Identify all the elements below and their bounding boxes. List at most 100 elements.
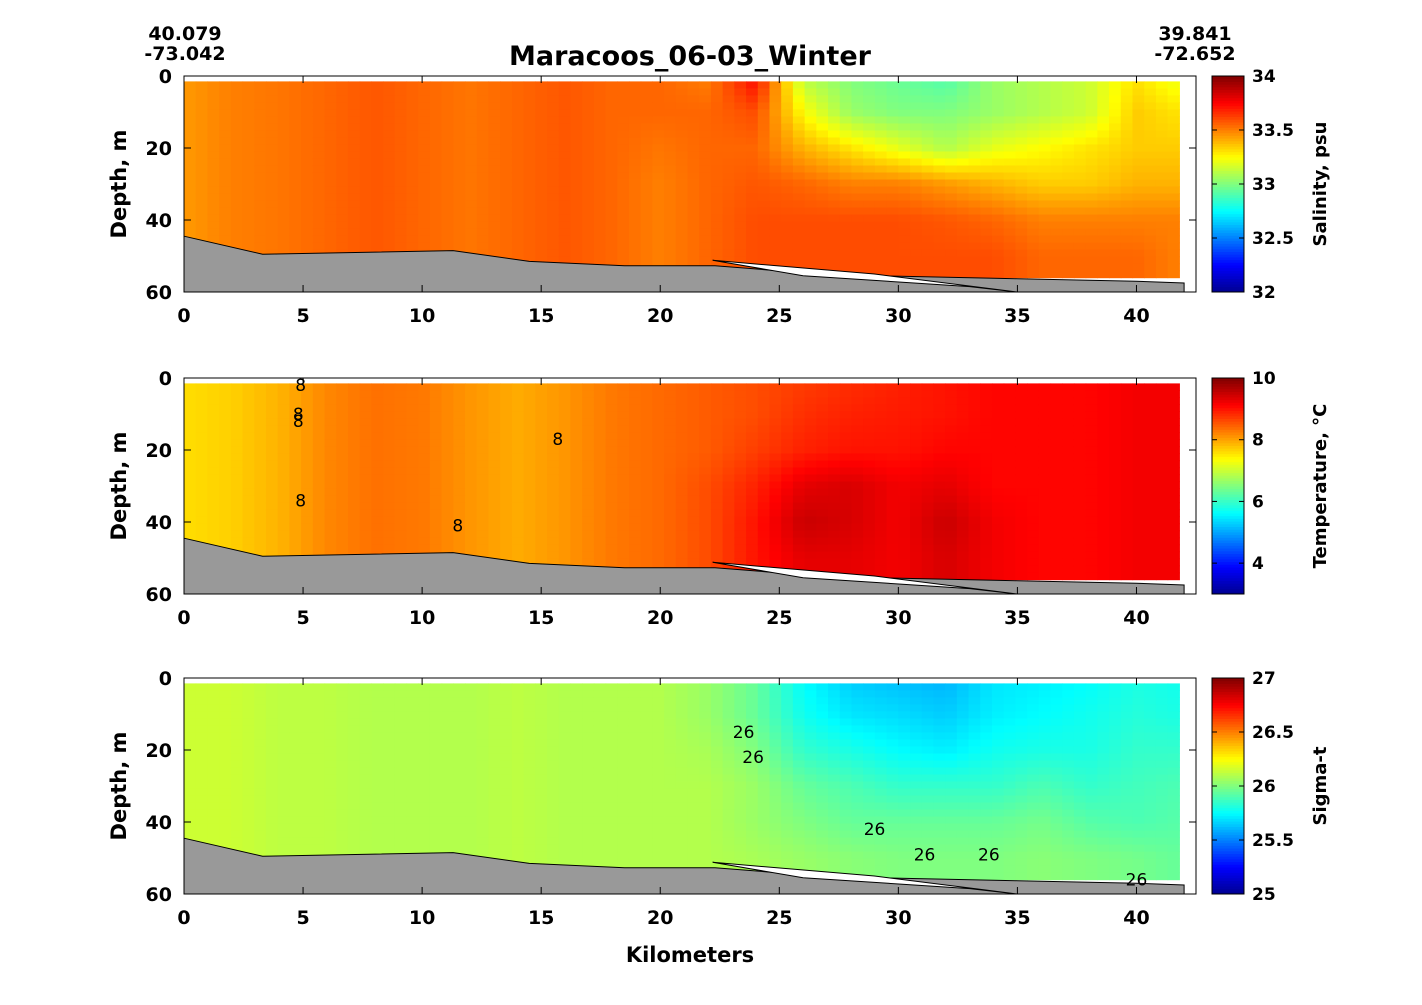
heatmap-cell (325, 123, 337, 131)
heatmap-cell (699, 208, 711, 216)
heatmap-cell (769, 250, 781, 258)
heatmap-cell (243, 496, 255, 504)
heatmap-cell (1132, 517, 1144, 525)
heatmap-cell (1097, 390, 1109, 398)
heatmap-cell (629, 496, 641, 504)
heatmap-cell (1168, 102, 1180, 110)
heatmap-cell (875, 88, 887, 96)
heatmap-cell (1062, 88, 1074, 96)
heatmap-cell (887, 432, 899, 440)
heatmap-cell (641, 467, 653, 475)
heatmap-cell (758, 257, 770, 265)
heatmap-cell (547, 531, 559, 539)
heatmap-cell (992, 439, 1004, 447)
heatmap-cell (805, 531, 817, 539)
heatmap-cell (1027, 208, 1039, 216)
heatmap-cell (430, 95, 442, 103)
heatmap-cell (828, 517, 840, 525)
heatmap-cell (1109, 439, 1121, 447)
heatmap-cell (840, 531, 852, 539)
heatmap-cell (1051, 439, 1063, 447)
heatmap-cell (196, 460, 208, 468)
heatmap-cell (1039, 524, 1051, 532)
heatmap-cell (418, 137, 430, 145)
heatmap-cell (453, 116, 465, 124)
heatmap-cell (828, 243, 840, 251)
heatmap-cell (360, 158, 372, 166)
heatmap-cell (336, 390, 348, 398)
heatmap-cell (711, 439, 723, 447)
heatmap-cell (699, 418, 711, 426)
heatmap-cell (699, 165, 711, 173)
heatmap-cell (758, 531, 770, 539)
heatmap-cell (910, 215, 922, 223)
heatmap-cell (231, 165, 243, 173)
heatmap-cell (582, 517, 594, 525)
heatmap-cell (524, 81, 536, 89)
heatmap-cell (1062, 559, 1074, 567)
heatmap-cell (734, 503, 746, 511)
heatmap-cell (688, 559, 700, 567)
heatmap-cell (1004, 194, 1016, 202)
heatmap-cell (1144, 559, 1156, 567)
heatmap-cell (1051, 496, 1063, 504)
heatmap-cell (1004, 390, 1016, 398)
heatmap-cell (828, 503, 840, 511)
heatmap-cell (371, 208, 383, 216)
heatmap-cell (828, 215, 840, 223)
heatmap-cell (1132, 130, 1144, 138)
heatmap-cell (512, 397, 524, 405)
heatmap-cell (254, 95, 266, 103)
heatmap-cell (945, 130, 957, 138)
heatmap-cell (371, 510, 383, 518)
heatmap-cell (488, 102, 500, 110)
heatmap-cell (676, 88, 688, 96)
heatmap-cell (442, 404, 454, 412)
heatmap-cell (922, 460, 934, 468)
heatmap-cell (734, 390, 746, 398)
heatmap-cell (301, 453, 313, 461)
heatmap-cell (395, 517, 407, 525)
heatmap-cell (711, 418, 723, 426)
heatmap-cell (922, 383, 934, 391)
heatmap-cell (816, 229, 828, 237)
heatmap-cell (711, 172, 723, 180)
heatmap-cell (969, 215, 981, 223)
heatmap-cell (676, 172, 688, 180)
heatmap-cell (840, 390, 852, 398)
heatmap-cell (184, 88, 196, 96)
heatmap-cell (828, 446, 840, 454)
heatmap-cell (957, 474, 969, 482)
heatmap-cell (828, 180, 840, 188)
heatmap-cell (207, 137, 219, 145)
heatmap-cell (957, 383, 969, 391)
heatmap-cell (488, 404, 500, 412)
heatmap-cell (840, 215, 852, 223)
heatmap-cell (559, 474, 571, 482)
heatmap-cell (945, 250, 957, 258)
heatmap-cell (1156, 404, 1168, 412)
heatmap-cell (266, 109, 278, 117)
heatmap-cell (254, 172, 266, 180)
heatmap-cell (910, 432, 922, 440)
heatmap-cell (371, 116, 383, 124)
heatmap-cell (1062, 503, 1074, 511)
x-tick-label: 40 (1123, 607, 1149, 629)
heatmap-cell (383, 496, 395, 504)
heatmap-cell (278, 201, 290, 209)
heatmap-cell (617, 215, 629, 223)
heatmap-cell (1132, 397, 1144, 405)
heatmap-cell (793, 243, 805, 251)
heatmap-cell (898, 411, 910, 419)
heatmap-cell (629, 439, 641, 447)
heatmap-cell (535, 425, 547, 433)
heatmap-cell (313, 510, 325, 518)
heatmap-cell (723, 446, 735, 454)
heatmap-cell (617, 201, 629, 209)
heatmap-cell (500, 411, 512, 419)
heatmap-cell (816, 250, 828, 258)
heatmap-cell (641, 474, 653, 482)
heatmap-cell (1132, 432, 1144, 440)
heatmap-cell (1168, 158, 1180, 166)
heatmap-cell (723, 123, 735, 131)
